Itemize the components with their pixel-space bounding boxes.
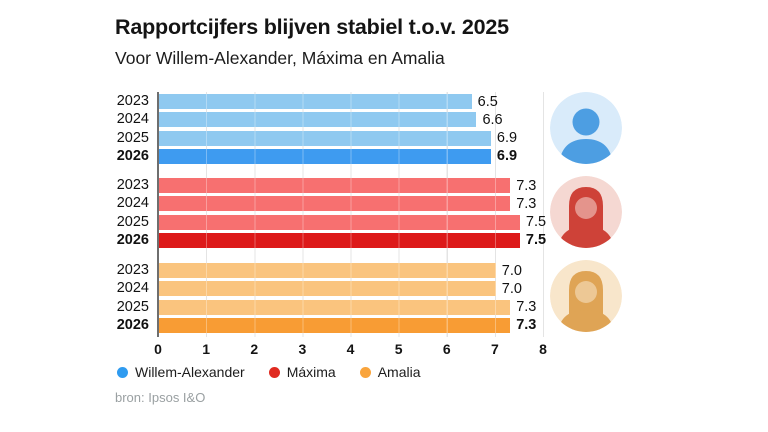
bar-row: 7.3	[158, 317, 544, 334]
axis-tick: 3	[298, 341, 307, 357]
y-axis-line	[157, 92, 159, 337]
portrait-maxima	[550, 176, 622, 248]
bar-willem-alexander-2026	[158, 148, 491, 164]
bar-amalia-2024	[158, 281, 496, 297]
value-label: 7.3	[516, 177, 537, 194]
axis-tick: 4	[346, 341, 355, 357]
legend-dot-icon	[359, 366, 371, 378]
year-label: 2023	[116, 93, 149, 109]
x-axis-ticks: 0 1 2 3 4 5 6 7 8	[154, 341, 547, 359]
legend-item: Amalia	[359, 364, 421, 380]
bar-row: 7.5	[158, 232, 547, 249]
legend-label: Amalia	[377, 364, 421, 380]
value-label: 6.5	[477, 93, 498, 110]
axis-tick: 8	[539, 341, 547, 357]
axis-tick: 7	[490, 341, 499, 357]
axis-tick: 0	[154, 341, 162, 357]
bar-amalia-2025	[158, 299, 511, 315]
source-credit: bron: Ipsos I&O	[115, 390, 206, 405]
bar-row: 7.3	[158, 177, 544, 194]
portrait-amalia	[550, 260, 622, 332]
bar-willem-alexander-2025	[158, 130, 491, 146]
legend-item: Máxima	[268, 364, 336, 380]
axis-tick: 6	[442, 341, 451, 357]
bar-row: 6.6	[158, 111, 544, 128]
axis-tick: 5	[394, 341, 403, 357]
bar-row: 6.9	[158, 148, 544, 165]
year-labels-column: 2023 2024 2025 2026 2023 2024 2025 2026 2023 2024…	[0, 92, 149, 337]
bar-row: 7.5	[158, 214, 547, 231]
year-label: 2024	[116, 111, 149, 128]
year-label: 2023	[116, 262, 149, 278]
value-label: 6.6	[482, 111, 503, 128]
axis-tick: 2	[250, 341, 259, 357]
year-label: 2024	[116, 280, 149, 297]
bar-amalia-2023	[158, 263, 496, 278]
bar-m-xima-2023	[158, 178, 511, 193]
portrait-willem-alexander	[550, 92, 622, 164]
bar-m-xima-2024	[158, 196, 511, 212]
year-label: 2025	[116, 213, 149, 230]
bar-m-xima-2025	[158, 214, 520, 230]
legend-item: Willem-Alexander	[117, 364, 245, 380]
year-label: 2023	[116, 177, 149, 193]
year-label: 2025	[116, 298, 149, 315]
bar-row: 7.0	[158, 262, 544, 279]
legend-dot-icon	[117, 366, 128, 378]
bar-row: 7.3	[158, 299, 544, 316]
bar-row: 6.9	[158, 130, 544, 147]
value-label: 7.3	[516, 195, 537, 212]
year-label: 2024	[116, 195, 149, 212]
legend-label: Máxima	[286, 364, 336, 380]
value-label: 6.9	[496, 148, 518, 165]
page-subtitle: Voor Willem-Alexander, Máxima en Amalia	[115, 48, 445, 68]
legend-dot-icon	[268, 366, 280, 378]
value-label: 7.0	[501, 262, 522, 279]
bar-row: 6.5	[158, 93, 544, 110]
legend-label: Willem-Alexander	[135, 364, 245, 380]
value-label: 7.0	[501, 280, 522, 297]
value-label: 7.3	[516, 317, 537, 334]
portrait-column	[550, 92, 622, 332]
page-title: Rapportcijfers blijven stabiel t.o.v. 20…	[115, 15, 509, 39]
chart-legend: Willem-Alexander Máxima Amalia	[117, 364, 421, 380]
value-label: 7.5	[525, 214, 547, 231]
value-label: 7.3	[516, 299, 537, 316]
year-label: 2026	[116, 231, 149, 248]
bar-row: 7.0	[158, 280, 544, 297]
year-label: 2025	[116, 129, 149, 146]
bar-chart-plot-area: 6.5 6.6 6.9 6.9 7.3 7.3 7.5 7.5 7.0 7.0 7.3 7.3	[158, 92, 547, 337]
value-label: 7.5	[525, 232, 547, 249]
bar-willem-alexander-2023	[158, 94, 472, 109]
year-label: 2026	[116, 147, 149, 164]
bar-m-xima-2026	[158, 232, 520, 248]
bar-row: 7.3	[158, 195, 544, 212]
axis-tick: 1	[202, 341, 211, 357]
year-label: 2026	[116, 316, 149, 333]
value-label: 6.9	[496, 130, 518, 147]
bar-willem-alexander-2024	[158, 112, 477, 128]
bar-amalia-2026	[158, 317, 511, 333]
